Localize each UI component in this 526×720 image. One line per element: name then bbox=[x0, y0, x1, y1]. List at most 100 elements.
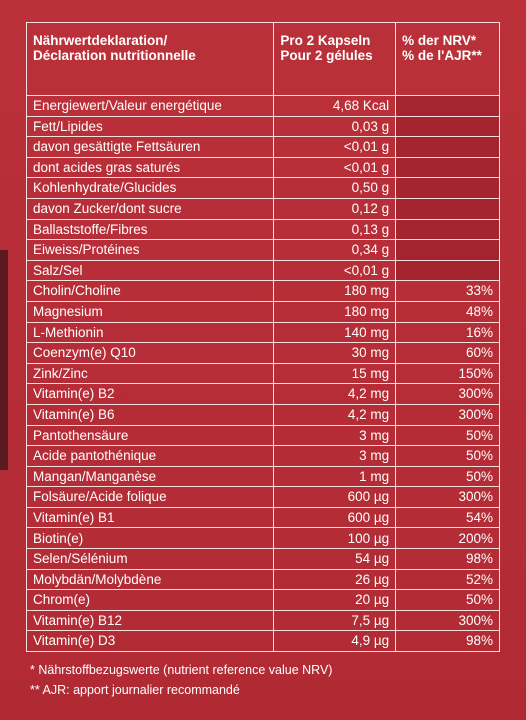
table-row: Vitamin(e) B12 7,5 µg 300% bbox=[25, 609, 500, 632]
nutrient-name: Selen/Sélénium bbox=[25, 548, 275, 570]
nutrient-name: Vitamin(e) B1 bbox=[25, 506, 275, 529]
table-row: Fett/Lipides 0,03 g bbox=[25, 115, 500, 138]
nutrient-amount: 1 mg bbox=[273, 465, 397, 488]
header-amount-de: Pro 2 Kapseln bbox=[280, 33, 371, 48]
table-row: davon Zucker/dont sucre 0,12 g bbox=[25, 198, 500, 220]
footnotes: * Nährstoffbezugswerte (nutrient referen… bbox=[30, 660, 332, 700]
nutrient-name: Pantothensäure bbox=[25, 424, 275, 447]
nutrient-amount: 4,68 Kcal bbox=[273, 95, 397, 117]
nutrient-nrv bbox=[395, 136, 500, 158]
nutrient-nrv: 300% bbox=[395, 383, 500, 405]
nutrient-nrv: 300% bbox=[395, 486, 500, 508]
nutrient-amount: 180 mg bbox=[273, 280, 397, 302]
nutrient-amount: 54 µg bbox=[273, 548, 397, 570]
nutrient-name: Chrom(e) bbox=[25, 589, 275, 611]
table-row: Coenzym(e) Q10 30 mg 60% bbox=[25, 342, 500, 364]
nutrient-nrv bbox=[395, 218, 500, 241]
nutrient-nrv bbox=[395, 198, 500, 220]
nutrient-nrv: 98% bbox=[395, 630, 500, 653]
nutrient-name: Magnesium bbox=[25, 300, 275, 323]
header-nutrient-fr: Déclaration nutritionnelle bbox=[33, 48, 196, 63]
nutrient-amount: 140 mg bbox=[273, 321, 397, 344]
nutrient-name: Kohlenhydrate/Glucides bbox=[25, 177, 275, 199]
nutrient-name: Vitamin(e) B6 bbox=[25, 403, 275, 426]
nutrient-name: Cholin/Choline bbox=[25, 280, 275, 302]
nutrient-nrv: 50% bbox=[395, 424, 500, 447]
nutrient-amount: 0,03 g bbox=[273, 115, 397, 138]
nutrient-amount: 0,13 g bbox=[273, 218, 397, 241]
nutrient-amount: 3 mg bbox=[273, 424, 397, 447]
nutrient-nrv: 48% bbox=[395, 300, 500, 323]
nutrient-amount: 7,5 µg bbox=[273, 609, 397, 632]
nutrient-name: Ballaststoffe/Fibres bbox=[25, 218, 275, 241]
table-row: dont acides gras saturés <0,01 g bbox=[25, 157, 500, 179]
table-row: Acide pantothénique 3 mg 50% bbox=[25, 445, 500, 467]
package-fold-edge bbox=[0, 250, 8, 470]
header-amount-fr: Pour 2 gélules bbox=[280, 48, 373, 63]
nutrient-amount: 0,50 g bbox=[273, 177, 397, 199]
nutrient-nrv: 300% bbox=[395, 609, 500, 632]
nutrient-amount: 4,2 mg bbox=[273, 383, 397, 405]
table-row: davon gesättigte Fettsäuren <0,01 g bbox=[25, 136, 500, 158]
footnote-nrv: * Nährstoffbezugswerte (nutrient referen… bbox=[30, 663, 333, 677]
table-row: Chrom(e) 20 µg 50% bbox=[25, 589, 500, 611]
nutrient-amount: 0,12 g bbox=[273, 198, 397, 220]
nutrient-name: Biotin(e) bbox=[25, 527, 275, 550]
nutrient-amount: 4,2 mg bbox=[273, 403, 397, 426]
nutrient-amount: 0,34 g bbox=[273, 239, 397, 261]
nutrient-amount: <0,01 g bbox=[273, 259, 397, 282]
header-nutrient: Nährwertdeklaration/ Déclaration nutriti… bbox=[25, 22, 275, 96]
table-row: Pantothensäure 3 mg 50% bbox=[25, 424, 500, 447]
nutrient-name: Fett/Lipides bbox=[25, 115, 275, 138]
header-nrv: % der NRV* % de l'AJR** bbox=[395, 22, 500, 96]
table-header-row: Nährwertdeklaration/ Déclaration nutriti… bbox=[25, 22, 500, 96]
nutrient-name: Zink/Zinc bbox=[25, 362, 275, 385]
table-row: Mangan/Manganèse 1 mg 50% bbox=[25, 465, 500, 488]
nutrient-nrv bbox=[395, 95, 500, 117]
nutrient-amount: 20 µg bbox=[273, 589, 397, 611]
table-row: Salz/Sel <0,01 g bbox=[25, 259, 500, 282]
nutrient-name: Molybdän/Molybdène bbox=[25, 568, 275, 591]
nutrient-amount: 600 µg bbox=[273, 486, 397, 508]
nutrient-name: Vitamin(e) D3 bbox=[25, 630, 275, 653]
nutrient-nrv: 33% bbox=[395, 280, 500, 302]
nutrient-amount: 30 mg bbox=[273, 342, 397, 364]
nutrient-name: Energiewert/Valeur energétique bbox=[25, 95, 275, 117]
nutrient-amount: 4,9 µg bbox=[273, 630, 397, 653]
nutrient-name: Salz/Sel bbox=[25, 259, 275, 282]
nutrient-nrv bbox=[395, 259, 500, 282]
table-row: Vitamin(e) B1 600 µg 54% bbox=[25, 506, 500, 529]
nutrient-nrv: 50% bbox=[395, 589, 500, 611]
nutrient-nrv: 50% bbox=[395, 465, 500, 488]
table-row: Folsäure/Acide folique 600 µg 300% bbox=[25, 486, 500, 508]
nutrient-amount: 3 mg bbox=[273, 445, 397, 467]
table-row: Vitamin(e) D3 4,9 µg 98% bbox=[25, 630, 500, 653]
nutrient-nrv: 98% bbox=[395, 548, 500, 570]
nutrient-name: davon gesättigte Fettsäuren bbox=[25, 136, 275, 158]
nutrient-nrv bbox=[395, 157, 500, 179]
nutrient-amount: 180 mg bbox=[273, 300, 397, 323]
table-row: Magnesium 180 mg 48% bbox=[25, 300, 500, 323]
nutrient-amount: 600 µg bbox=[273, 506, 397, 529]
table-row: Vitamin(e) B2 4,2 mg 300% bbox=[25, 383, 500, 405]
table-row: Vitamin(e) B6 4,2 mg 300% bbox=[25, 403, 500, 426]
nutrition-table: Nährwertdeklaration/ Déclaration nutriti… bbox=[25, 22, 500, 653]
nutrient-amount: <0,01 g bbox=[273, 157, 397, 179]
nutrient-name: dont acides gras saturés bbox=[25, 157, 275, 179]
table-row: Biotin(e) 100 µg 200% bbox=[25, 527, 500, 550]
nutrient-amount: 15 mg bbox=[273, 362, 397, 385]
nutrient-nrv: 50% bbox=[395, 445, 500, 467]
nutrient-nrv bbox=[395, 239, 500, 261]
nutrient-nrv: 16% bbox=[395, 321, 500, 344]
nutrient-name: L-Methionin bbox=[25, 321, 275, 344]
table-body: Energiewert/Valeur energétique 4,68 Kcal F… bbox=[25, 95, 500, 653]
header-nrv-fr: % de l'AJR** bbox=[402, 48, 482, 63]
nutrient-name: Acide pantothénique bbox=[25, 445, 275, 467]
table-row: Kohlenhydrate/Glucides 0,50 g bbox=[25, 177, 500, 199]
footnote-ajr: ** AJR: apport journalier recommandé bbox=[30, 683, 240, 697]
nutrient-nrv: 54% bbox=[395, 506, 500, 529]
nutrient-amount: 100 µg bbox=[273, 527, 397, 550]
nutrient-nrv bbox=[395, 115, 500, 138]
table-row: Zink/Zinc 15 mg 150% bbox=[25, 362, 500, 385]
header-nutrient-de: Nährwertdeklaration/ bbox=[33, 33, 168, 48]
